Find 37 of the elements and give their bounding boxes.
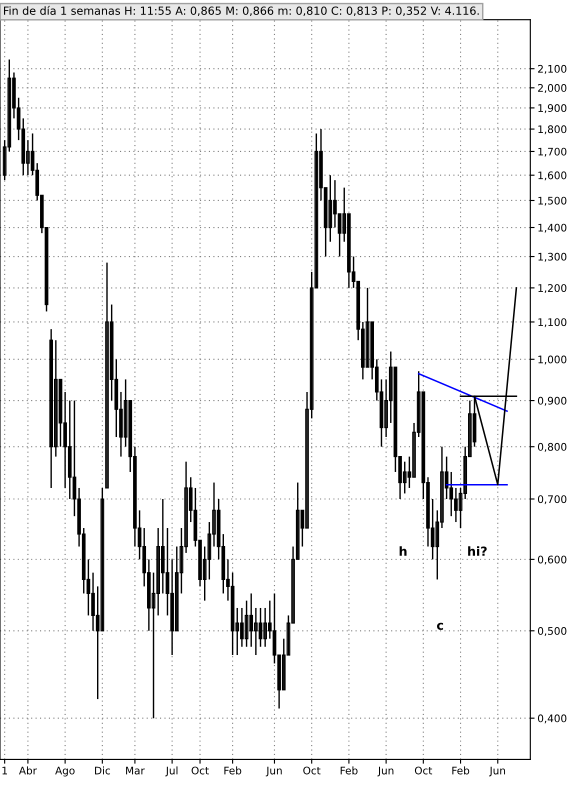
annotation: hi? bbox=[468, 546, 487, 556]
x-tick-label: Oct bbox=[303, 766, 320, 774]
y-tick-label: 1,000 bbox=[538, 356, 566, 364]
y-tick-label: 1,500 bbox=[538, 196, 566, 206]
x-tick-label: 1 bbox=[2, 766, 8, 774]
y-tick-label: 1,300 bbox=[538, 252, 566, 262]
x-tick-label: Feb bbox=[452, 766, 470, 774]
y-tick-label: 1,800 bbox=[538, 125, 566, 134]
x-tick-label: Jun bbox=[377, 766, 394, 776]
y-tick-label: 1,200 bbox=[538, 284, 566, 294]
x-tick-label: Jun bbox=[489, 766, 506, 776]
y-tick-label: 0,900 bbox=[538, 396, 566, 406]
y-tick-label: 0,500 bbox=[538, 627, 566, 636]
y-tick-label: 0,400 bbox=[538, 714, 566, 724]
x-tick-label: Feb bbox=[224, 766, 242, 774]
annotation: h bbox=[400, 546, 407, 556]
x-tick-label: Oct bbox=[414, 766, 432, 774]
y-tick-label: 1,700 bbox=[538, 148, 566, 157]
y-tick-label: 2,000 bbox=[538, 84, 566, 93]
y-tick-label: 1,600 bbox=[538, 171, 566, 180]
y-tick-label: 1,900 bbox=[538, 104, 566, 114]
y-tick-label: 1,400 bbox=[538, 224, 566, 233]
y-tick-label: 0,800 bbox=[538, 442, 566, 452]
y-tick-label: 0,600 bbox=[538, 556, 566, 565]
y-tick-label: 2,100 bbox=[538, 64, 566, 74]
x-tick-label: Dic bbox=[95, 766, 110, 774]
x-tick-label: Feb bbox=[340, 766, 358, 774]
y-tick-label: 0,700 bbox=[538, 495, 566, 504]
x-tick-label: Abr bbox=[18, 766, 37, 774]
x-tick-label: Jun bbox=[266, 766, 282, 776]
x-tick-label: Oct bbox=[192, 766, 209, 774]
annotation: c bbox=[437, 622, 444, 630]
chart-title: Fin de día 1 semanas H: 11:55 A: 0,865 M: 0,866 m: 0,810 C: 0,813 P: 0,352 V: 4.116. bbox=[4, 6, 479, 16]
y-tick-label: 1,100 bbox=[538, 318, 566, 328]
x-tick-label: Mar bbox=[126, 766, 145, 774]
x-tick-label: Ago bbox=[55, 766, 75, 776]
x-tick-label: Jul bbox=[165, 766, 178, 776]
